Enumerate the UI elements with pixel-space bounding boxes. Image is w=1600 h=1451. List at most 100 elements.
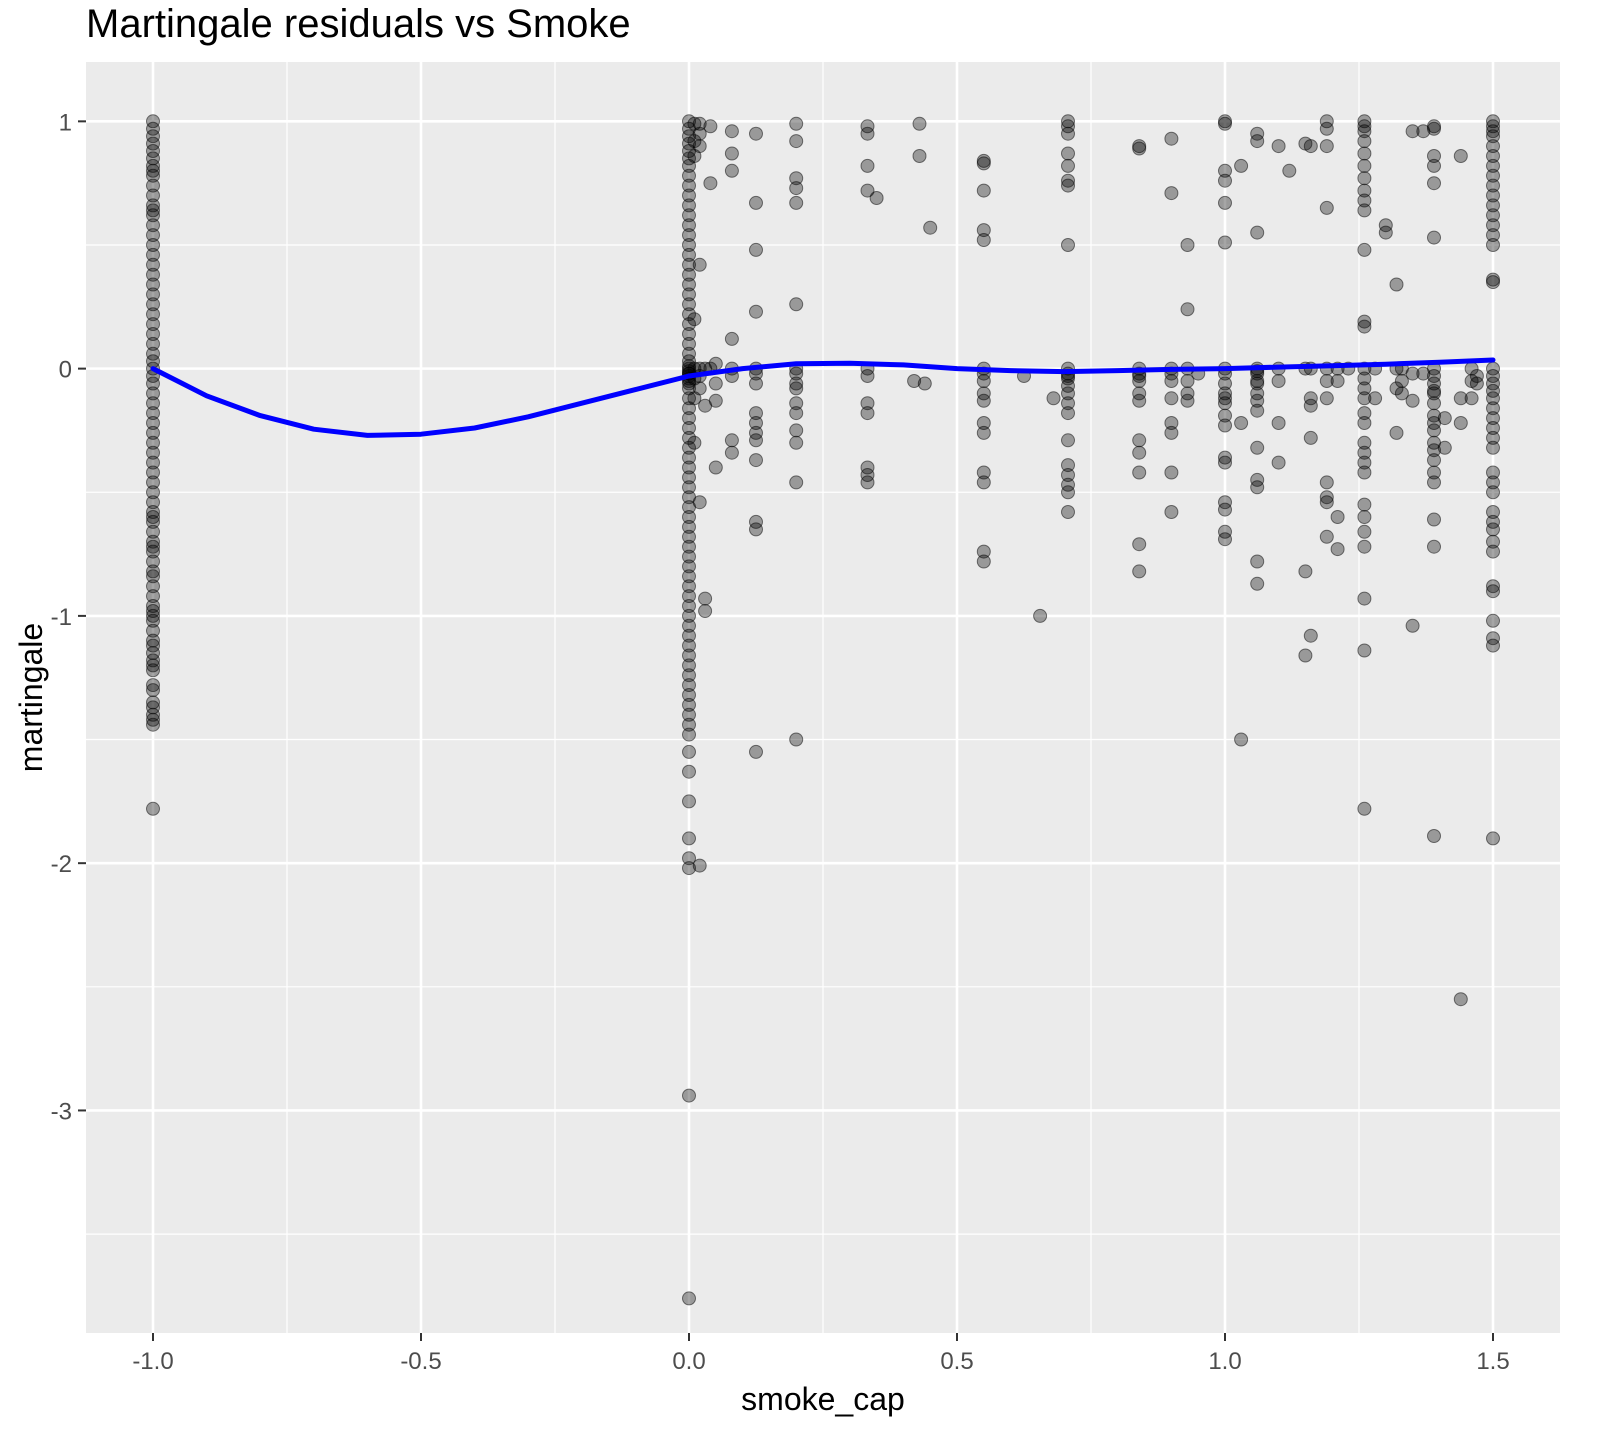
data-point: [146, 510, 160, 524]
data-point: [1164, 391, 1179, 406]
data-point: [146, 376, 160, 391]
data-point: [682, 247, 696, 262]
data-point: [1357, 242, 1372, 257]
data-point: [682, 688, 696, 702]
data-point: [976, 223, 991, 238]
data-point: [1357, 391, 1372, 406]
data-point: [1486, 522, 1500, 537]
data-point: [1271, 139, 1286, 154]
data-point: [1164, 425, 1179, 440]
data-point: [146, 228, 160, 243]
data-point: [1250, 440, 1265, 455]
data-point: [1486, 440, 1500, 455]
data-point: [146, 317, 160, 332]
data-point: [692, 858, 707, 873]
data-point: [976, 475, 991, 490]
data-point: [1437, 411, 1452, 426]
data-point: [708, 376, 723, 391]
data-point: [682, 208, 696, 223]
data-point: [1389, 381, 1404, 396]
data-point: [789, 396, 804, 411]
data-point: [1357, 539, 1372, 554]
data-point: [703, 176, 718, 191]
data-point: [146, 658, 160, 673]
data-point: [1486, 218, 1500, 233]
data-point: [1427, 829, 1441, 843]
data-point: [749, 744, 763, 759]
data-point: [682, 1291, 696, 1306]
data-point: [146, 203, 160, 218]
data-point: [1303, 398, 1318, 413]
data-point: [708, 460, 723, 475]
data-point: [1427, 396, 1441, 411]
x-tick-label: -1.0: [132, 1348, 173, 1375]
data-point: [749, 304, 763, 319]
data-point: [682, 129, 696, 144]
data-point: [1486, 514, 1500, 529]
data-point: [146, 579, 160, 594]
data-point: [1357, 203, 1372, 218]
data-point: [1427, 121, 1441, 136]
data-point: [146, 151, 160, 166]
data-point: [1061, 433, 1075, 448]
data-point: [682, 297, 696, 312]
data-point: [1218, 502, 1232, 517]
data-point: [682, 648, 696, 663]
data-point: [146, 307, 160, 322]
data-point: [1218, 386, 1232, 401]
data-point: [976, 374, 991, 388]
data-point: [146, 129, 160, 144]
data-point: [917, 376, 932, 391]
data-point: [682, 317, 696, 332]
data-point: [146, 346, 160, 361]
data-point: [1303, 391, 1318, 406]
data-point: [724, 146, 739, 161]
smooth-curve: [150, 357, 1496, 438]
data-point: [1486, 124, 1500, 139]
data-point: [1218, 391, 1232, 406]
data-point: [1357, 314, 1372, 329]
data-point: [1132, 445, 1147, 460]
data-point: [1180, 238, 1195, 252]
data-point: [1486, 208, 1500, 223]
data-point: [682, 519, 696, 534]
data-point: [682, 391, 696, 406]
data-point: [1250, 472, 1265, 487]
data-point: [146, 435, 160, 450]
data-point: [1486, 275, 1500, 290]
data-point: [1486, 228, 1500, 243]
data-point: [1357, 591, 1372, 606]
data-point: [1250, 126, 1265, 141]
data-point: [1218, 376, 1232, 391]
data-point: [923, 220, 938, 235]
data-point: [146, 539, 160, 554]
data-point: [1218, 450, 1232, 465]
data-point: [682, 480, 696, 495]
data-point: [682, 1088, 696, 1103]
data-point: [682, 257, 696, 272]
data-point: [1469, 376, 1484, 391]
data-point: [1394, 386, 1409, 401]
data-point: [1427, 465, 1441, 480]
data-point: [1427, 149, 1441, 163]
data-point: [789, 381, 804, 396]
data-point: [687, 312, 702, 327]
data-point: [1061, 146, 1075, 161]
data-point: [682, 430, 696, 445]
data-point: [1357, 371, 1372, 386]
data-point: [860, 126, 875, 141]
data-point: [724, 163, 739, 178]
data-point: [1061, 178, 1075, 193]
data-point: [698, 604, 713, 618]
data-point: [1486, 465, 1500, 480]
data-point: [146, 144, 160, 158]
chart-title: Martingale residuals vs Smoke: [86, 2, 631, 46]
data-point: [1486, 430, 1500, 445]
data-point: [976, 233, 991, 247]
data-point: [1164, 186, 1179, 201]
data-point: [682, 307, 696, 322]
data-point: [1319, 529, 1334, 544]
data-point: [146, 663, 160, 678]
data-point: [1164, 465, 1179, 480]
